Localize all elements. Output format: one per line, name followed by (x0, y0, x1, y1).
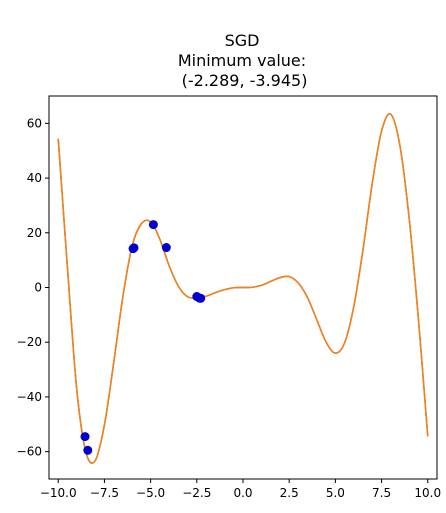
y-tick-label: −20 (17, 335, 42, 349)
title-line-1: SGD (225, 31, 260, 50)
x-tick-label: 10.0 (414, 486, 441, 500)
x-tick-label: 5.0 (326, 486, 345, 500)
sgd-point (83, 445, 93, 455)
sgd-point (161, 243, 171, 253)
y-tick-label: −60 (17, 445, 42, 459)
x-tick-label: 7.5 (372, 486, 391, 500)
sgd-point (148, 220, 158, 230)
x-tick-label: −2.5 (182, 486, 211, 500)
y-tick-label: 0 (34, 281, 42, 295)
chart-title: SGD Minimum value: (-2.289, -3.945) (177, 31, 308, 90)
x-tick-label: −10.0 (40, 486, 77, 500)
plot-area (57, 113, 429, 464)
x-tick-label: 2.5 (280, 486, 299, 500)
function-curve-underlay (57, 113, 429, 464)
sgd-point (196, 293, 206, 303)
y-tick-label: −40 (17, 390, 42, 404)
sgd-point (129, 243, 139, 253)
x-tick-label: 0.0 (233, 486, 252, 500)
x-tick-label: −5.0 (136, 486, 165, 500)
title-line-3: (-2.289, -3.945) (177, 71, 308, 90)
axes: −10.0 −7.5 −5.0 −2.5 0.0 2.5 5.0 7.5 10.0 −60 −40 −… (17, 116, 441, 500)
y-tick-label: 20 (27, 226, 42, 240)
title-line-2: Minimum value: (178, 51, 306, 70)
function-curve (57, 113, 429, 464)
y-tick-label: 40 (27, 171, 42, 185)
y-tick-label: 60 (27, 116, 42, 130)
x-tick-label: −7.5 (90, 486, 119, 500)
sgd-point (80, 432, 90, 442)
